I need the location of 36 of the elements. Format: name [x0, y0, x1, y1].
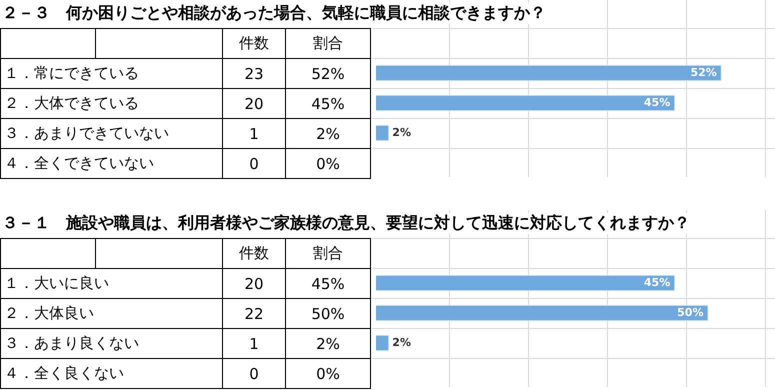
text: 件数 — [222, 238, 286, 269]
data-label: 50% — [285, 298, 371, 329]
y-tick-label: ３．あまりできていない — [0, 118, 223, 149]
text: 割合 — [285, 28, 371, 59]
text: 割合 — [285, 238, 371, 269]
y-tick-label: ４．全く良くない — [0, 358, 223, 389]
y-tick-label: ２．大体できている — [0, 88, 223, 119]
data-label: 0% — [285, 358, 371, 389]
chart-title: ３－１ 施設や職員は、利用者様やご家族様の意見、要望に対して迅速に対応してくれますか？ — [2, 213, 694, 234]
text: 2% — [392, 126, 411, 139]
text: 1 — [222, 328, 286, 359]
y-tick-label: ４．全くできていない — [0, 148, 223, 179]
text: 45% — [644, 276, 670, 289]
text: 件数 — [222, 28, 286, 59]
data-label: 0% — [285, 148, 371, 179]
y-tick-label: １．大いに良い — [0, 268, 223, 299]
text: 45% — [644, 96, 670, 109]
text: 22 — [222, 298, 286, 329]
text: 1 — [222, 118, 286, 149]
chart-title: ２－３ 何か困りごとや相談があった場合、気軽に職員に相談できますか？ — [2, 3, 550, 24]
y-tick-label: ２．大体良い — [0, 298, 223, 329]
text: 0 — [222, 358, 286, 389]
text: 2% — [392, 336, 411, 349]
text: 50% — [677, 306, 704, 319]
text: 23 — [222, 58, 286, 89]
data-label: 2% — [285, 118, 371, 149]
text: 20 — [222, 88, 286, 119]
y-tick-label: １．常にできている — [0, 58, 223, 89]
data-label: 45% — [285, 268, 371, 299]
text: 0 — [222, 148, 286, 179]
data-label: 45% — [285, 88, 371, 119]
data-label: 52% — [285, 58, 371, 89]
y-tick-label: ３．あまり良くない — [0, 328, 223, 359]
text: 20 — [222, 268, 286, 299]
text: 52% — [690, 66, 717, 79]
data-label: 2% — [285, 328, 371, 359]
